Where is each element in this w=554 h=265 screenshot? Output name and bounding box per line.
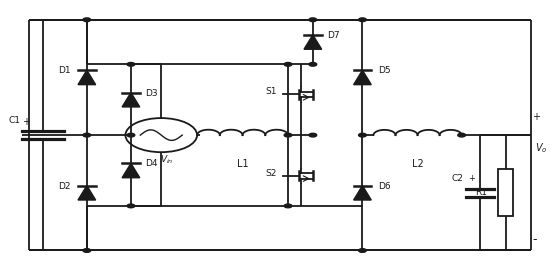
Circle shape: [309, 63, 317, 66]
Text: D4: D4: [146, 160, 158, 169]
Text: L2: L2: [412, 159, 423, 169]
Text: D6: D6: [378, 182, 391, 191]
Polygon shape: [78, 186, 96, 200]
Text: $V_o$: $V_o$: [535, 141, 547, 155]
Text: C2: C2: [452, 174, 464, 183]
Text: +: +: [468, 174, 475, 183]
Text: +: +: [22, 117, 30, 127]
Polygon shape: [78, 70, 96, 85]
Circle shape: [309, 133, 317, 137]
Text: C1: C1: [8, 116, 20, 125]
Circle shape: [127, 204, 135, 208]
Circle shape: [284, 133, 292, 137]
Circle shape: [458, 133, 465, 137]
Text: D5: D5: [378, 66, 391, 75]
Circle shape: [358, 249, 366, 252]
Text: S2: S2: [266, 169, 277, 178]
Circle shape: [83, 18, 91, 21]
Text: $V_{in}$: $V_{in}$: [160, 154, 173, 166]
Circle shape: [309, 18, 317, 21]
Text: R1: R1: [475, 188, 487, 197]
Text: L1: L1: [237, 159, 248, 169]
Polygon shape: [353, 186, 371, 200]
Circle shape: [83, 249, 91, 252]
Circle shape: [284, 63, 292, 66]
Polygon shape: [353, 70, 371, 85]
Circle shape: [358, 133, 366, 137]
Polygon shape: [304, 35, 322, 49]
Text: D7: D7: [327, 31, 340, 40]
Polygon shape: [122, 163, 140, 178]
Circle shape: [127, 133, 135, 137]
Circle shape: [358, 18, 366, 21]
Polygon shape: [122, 92, 140, 107]
Circle shape: [284, 204, 292, 208]
Circle shape: [127, 63, 135, 66]
Circle shape: [83, 133, 91, 137]
Text: D1: D1: [59, 66, 71, 75]
Bar: [498, 169, 514, 217]
Text: +: +: [532, 112, 540, 122]
Text: -: -: [532, 233, 537, 246]
Text: D2: D2: [59, 182, 71, 191]
Text: S1: S1: [266, 87, 277, 96]
Text: D3: D3: [146, 89, 158, 98]
